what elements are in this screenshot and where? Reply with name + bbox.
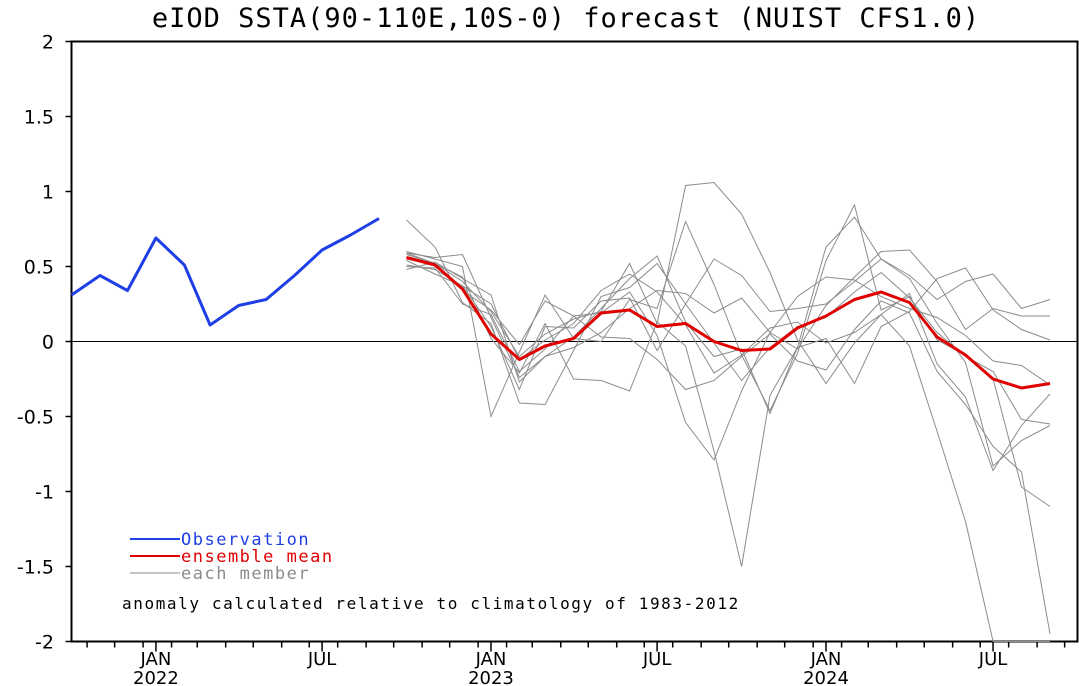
x-tick-year: 2023 [468,668,514,686]
climatology-note: anomaly calculated relative to climatolo… [122,594,740,613]
y-tick-label: -1 [35,482,54,504]
chart-title: eIOD SSTA(90-110E,10S-0) forecast (NUIST… [152,3,980,34]
member-line-7 [406,249,1050,379]
x-tick-year: 2022 [133,668,179,686]
member-line-1 [406,219,1051,425]
member-line-5 [406,252,1051,567]
y-tick-label: -0.5 [17,407,54,429]
legend: Observation ensemble mean each member [130,530,334,584]
ensemble-mean-line [406,256,1051,390]
y-tick-label: 2 [42,32,54,54]
x-tick-month: JUL [642,649,672,670]
y-tick-label: 1 [42,182,54,204]
legend-label-observation: Observation [181,530,310,550]
y-tick-label: 0 [42,332,54,354]
y-tick-label: -1.5 [17,557,54,579]
y-tick-label: 0.5 [24,257,54,279]
y-tick-label: -2 [35,632,54,654]
x-tick-month: JAN [140,649,172,670]
x-tick-month: JAN [810,649,842,670]
observation-line [70,217,380,327]
x-tick-month: JUL [978,649,1008,670]
observation-group [70,217,380,327]
x-tick-month: JAN [475,649,507,670]
legend-label-each-member: each member [181,564,310,584]
y-tick-label: 1.5 [24,107,54,129]
member-line-10 [406,181,1050,642]
x-tick-month: JUL [307,649,337,670]
member-line-6 [406,266,1051,635]
y-axis: 2 1.5 1 0.5 0 -0.5 -1 -1.5 -2 [17,32,72,654]
x-tick-year: 2024 [803,668,849,686]
member-line-9 [406,258,1051,462]
member-series-group [406,181,1051,642]
member-line-4 [406,258,1051,391]
member-line-8 [406,260,1051,472]
ensemble-mean-group [406,256,1051,390]
legend-label-ensemble-mean: ensemble mean [181,547,334,567]
